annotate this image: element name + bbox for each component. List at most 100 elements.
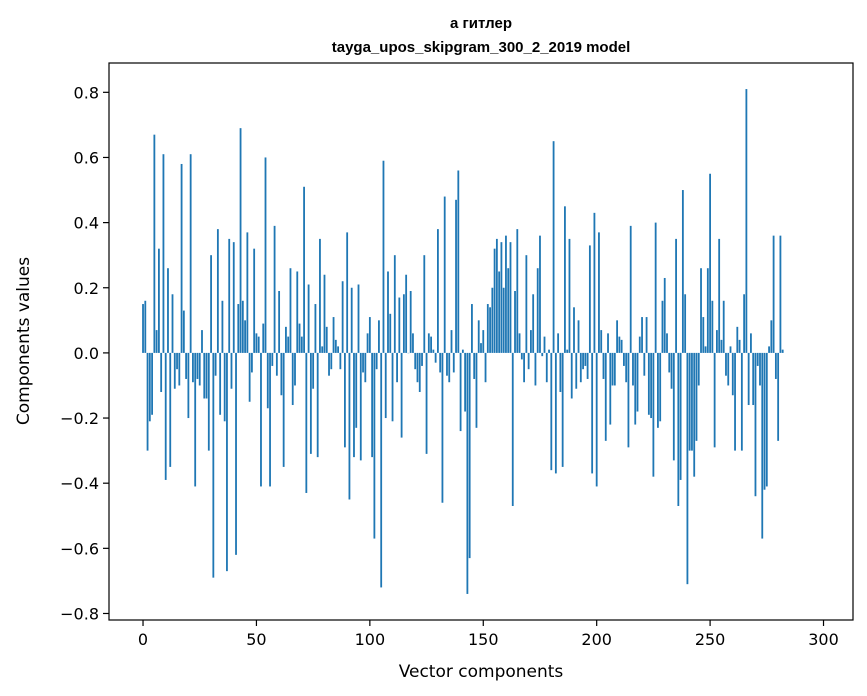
bar	[439, 352, 442, 373]
bar	[402, 294, 405, 353]
bar	[693, 352, 696, 477]
bar	[781, 349, 784, 353]
bar	[482, 330, 485, 353]
bar	[289, 268, 292, 353]
bar	[484, 352, 487, 383]
bar	[579, 352, 582, 383]
bar	[507, 268, 510, 353]
bar	[162, 154, 165, 353]
bar	[441, 352, 444, 503]
bar	[550, 352, 553, 471]
bar	[532, 294, 535, 353]
bar	[296, 271, 299, 353]
y-tick-label: 0.6	[74, 148, 99, 167]
bar	[251, 352, 253, 373]
bar	[514, 291, 516, 353]
bar	[511, 352, 514, 506]
bar	[273, 225, 276, 353]
bar	[423, 255, 426, 353]
bar	[520, 352, 523, 360]
bar	[725, 352, 727, 376]
bar	[632, 352, 634, 386]
bar	[468, 352, 471, 559]
bar	[373, 352, 376, 539]
bar	[348, 352, 351, 500]
bar	[638, 336, 641, 353]
bar	[471, 304, 473, 353]
bar	[720, 339, 723, 353]
bar	[216, 229, 219, 353]
bar	[412, 333, 414, 353]
bar	[774, 352, 777, 379]
bar	[303, 186, 305, 353]
bar	[398, 297, 401, 353]
bar	[287, 336, 290, 353]
bar	[584, 352, 587, 366]
bar	[502, 287, 505, 353]
bar	[765, 352, 768, 487]
bar	[557, 333, 560, 353]
bar	[545, 352, 548, 383]
bar	[339, 352, 342, 370]
bar	[541, 352, 544, 357]
bar	[380, 352, 383, 588]
bar	[350, 287, 353, 353]
plot-frame	[108, 62, 854, 621]
bar	[645, 317, 648, 353]
bar	[706, 268, 709, 353]
bar	[516, 229, 519, 353]
bar	[282, 352, 285, 467]
bar	[641, 317, 643, 353]
bar	[745, 89, 748, 353]
bar	[729, 346, 732, 353]
bar	[244, 320, 246, 353]
bar	[663, 277, 666, 353]
bar	[443, 196, 446, 353]
bar	[475, 352, 478, 428]
bar	[661, 300, 664, 353]
bar	[328, 352, 330, 376]
bar	[554, 352, 557, 474]
bar	[207, 352, 210, 451]
x-tick-label: 200	[581, 630, 612, 649]
bar	[713, 352, 716, 448]
bar	[230, 352, 233, 389]
chart-subtitle: tayga_upos_skipgram_300_2_2019 model	[332, 39, 631, 56]
bar	[604, 352, 607, 441]
bar	[636, 352, 639, 412]
bar	[393, 255, 396, 353]
bar	[450, 330, 453, 353]
bar	[756, 352, 759, 366]
x-tick-label: 100	[355, 630, 386, 649]
bar	[405, 274, 408, 353]
bar	[205, 352, 208, 399]
bar	[346, 232, 349, 353]
bar	[668, 352, 671, 373]
bar	[582, 352, 584, 370]
y-tick-label: 0.4	[74, 214, 99, 233]
y-tick-label: 0.0	[74, 344, 99, 363]
bar	[539, 235, 541, 353]
bar	[355, 352, 358, 428]
bar	[357, 284, 360, 353]
bar	[575, 352, 578, 389]
bar	[772, 235, 775, 353]
bar	[300, 336, 303, 353]
bar	[448, 352, 451, 383]
bar	[344, 352, 346, 448]
bar	[196, 352, 199, 379]
bar	[750, 333, 752, 353]
bar	[530, 330, 532, 353]
bar	[400, 352, 403, 438]
bar	[146, 352, 149, 451]
bar	[486, 304, 489, 353]
bar	[722, 300, 725, 353]
bar	[148, 352, 151, 422]
bar	[176, 352, 178, 370]
x-tick-label: 250	[695, 630, 726, 649]
bar	[681, 190, 684, 353]
bar	[734, 352, 736, 451]
bar	[534, 352, 537, 386]
bar	[239, 128, 242, 353]
bar	[167, 268, 169, 353]
